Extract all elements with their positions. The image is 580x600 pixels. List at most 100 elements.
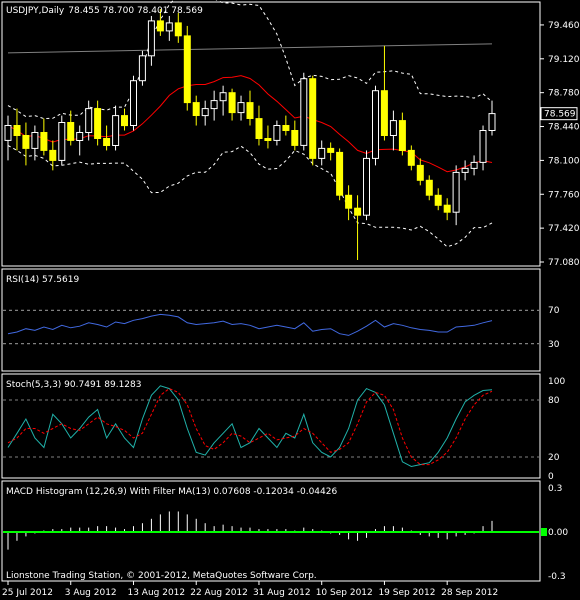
candle-body bbox=[246, 102, 254, 119]
candle-body bbox=[407, 149, 415, 166]
candle-body bbox=[13, 125, 21, 136]
candle-body bbox=[452, 171, 460, 213]
stochastic-panel bbox=[3, 385, 539, 468]
candle-body bbox=[363, 157, 370, 216]
price-tick-label: 77.760 bbox=[548, 190, 580, 200]
rsi-tick-label: 30 bbox=[548, 340, 560, 350]
candle-body bbox=[49, 149, 57, 161]
price-tick-label: 77.420 bbox=[548, 224, 580, 234]
candle-body bbox=[327, 147, 335, 153]
candle-body bbox=[443, 204, 451, 213]
stoch-main-line bbox=[7, 385, 493, 468]
candle-body bbox=[183, 35, 191, 104]
axis-labels: 79.460 79.120 78.780 78.440 78.100 77.760 77.4… bbox=[2, 21, 580, 598]
price-panel-label: USDJPY,Daily 78.455 78.700 78.401 78.569 bbox=[6, 6, 203, 16]
candle-body bbox=[398, 120, 406, 151]
candle-body bbox=[121, 115, 128, 127]
stoch-tick-label: 20 bbox=[548, 453, 560, 463]
last-price-box bbox=[540, 107, 578, 121]
candle-body bbox=[318, 147, 326, 159]
candle-body bbox=[40, 132, 48, 151]
price-tick-label: 78.100 bbox=[548, 156, 580, 166]
candle-body bbox=[22, 135, 30, 149]
candle-body bbox=[380, 90, 388, 136]
x-tick-label: 31 Aug 2012 bbox=[253, 588, 311, 598]
candle-body bbox=[192, 102, 200, 116]
x-tick-label: 10 Sep 2012 bbox=[316, 588, 373, 598]
candle-body bbox=[425, 179, 433, 196]
candle-body bbox=[85, 108, 93, 133]
candle-body bbox=[461, 167, 469, 173]
upper-band-line bbox=[7, 0, 493, 120]
candle-body bbox=[434, 194, 442, 206]
stoch-panel-label: Stoch(5,3,3) 90.7491 89.1283 bbox=[6, 380, 141, 390]
candle-body bbox=[416, 164, 424, 181]
rsi-panel bbox=[3, 309, 539, 345]
rsi-line bbox=[7, 313, 493, 336]
candle-body bbox=[255, 118, 263, 139]
candle-body bbox=[4, 125, 12, 141]
x-tick-label: 19 Sep 2012 bbox=[378, 588, 435, 598]
price-tick-label: 77.080 bbox=[548, 258, 580, 268]
macd-tick-label: 0.3 bbox=[548, 484, 562, 494]
x-tick-label: 25 Jul 2012 bbox=[2, 588, 53, 598]
x-tick-label: 3 Aug 2012 bbox=[65, 588, 117, 598]
candle-body bbox=[112, 115, 120, 146]
candle-body bbox=[156, 20, 164, 32]
candle-body bbox=[58, 122, 66, 161]
price-tick-label: 79.460 bbox=[548, 21, 580, 31]
x-tick-label: 13 Aug 2012 bbox=[127, 588, 185, 598]
macd-panel-label: MACD Histogram (12,26,9) With Filter MA(… bbox=[6, 487, 337, 497]
candle-body bbox=[31, 132, 39, 149]
candle-body bbox=[76, 132, 84, 141]
stoch-tick-label: 80 bbox=[548, 396, 560, 406]
candle-body bbox=[201, 108, 209, 117]
candle-body bbox=[130, 80, 137, 126]
candle-body bbox=[372, 90, 379, 159]
candle-body bbox=[470, 161, 478, 169]
last-price-label: 78.569 bbox=[544, 110, 576, 120]
macd-zero-marker bbox=[541, 528, 547, 536]
price-panel bbox=[4, 0, 496, 261]
candle-body bbox=[291, 130, 299, 146]
stoch-tick-label: 0 bbox=[548, 472, 554, 482]
rsi-tick-label: 70 bbox=[548, 306, 560, 316]
rsi-panel-label: RSI(14) 57.5619 bbox=[6, 275, 79, 285]
candle-body bbox=[354, 207, 362, 216]
candle-body bbox=[282, 125, 290, 131]
candle-body bbox=[479, 130, 487, 163]
candle-body bbox=[488, 113, 496, 131]
price-tick-label: 79.120 bbox=[548, 55, 580, 65]
candle-body bbox=[300, 78, 308, 146]
candle-body bbox=[147, 20, 155, 57]
macd-tick-label: 0.00 bbox=[548, 528, 568, 538]
copyright-text: Lionstone Trading Station, © 2001-2012, … bbox=[6, 571, 317, 581]
candle-body bbox=[103, 138, 111, 146]
trendline bbox=[7, 43, 493, 54]
candle-body bbox=[219, 92, 227, 102]
macd-tick-label: -0.3 bbox=[548, 572, 566, 582]
candle-body bbox=[165, 22, 173, 32]
candle-body bbox=[345, 194, 353, 209]
candle-body bbox=[273, 125, 281, 141]
candle-body bbox=[210, 100, 218, 110]
lower-band-line bbox=[7, 145, 493, 248]
candle-body bbox=[309, 78, 317, 159]
candle-body bbox=[389, 120, 397, 136]
price-panel-frame bbox=[1, 1, 541, 267]
candle-body bbox=[237, 102, 245, 114]
candle-body bbox=[67, 122, 75, 141]
x-tick-label: 22 Aug 2012 bbox=[190, 588, 248, 598]
candle-body bbox=[228, 92, 236, 114]
stoch-panel-frame bbox=[1, 373, 541, 479]
candle-body bbox=[174, 22, 182, 37]
x-tick-label: 28 Sep 2012 bbox=[441, 588, 498, 598]
candle-body bbox=[336, 151, 344, 196]
stoch-tick-label: 100 bbox=[548, 377, 565, 387]
rsi-panel-frame bbox=[1, 268, 541, 372]
candle-body bbox=[264, 138, 272, 141]
macd-panel bbox=[3, 511, 539, 550]
candle-body bbox=[138, 55, 146, 82]
stoch-signal-line bbox=[7, 388, 493, 466]
